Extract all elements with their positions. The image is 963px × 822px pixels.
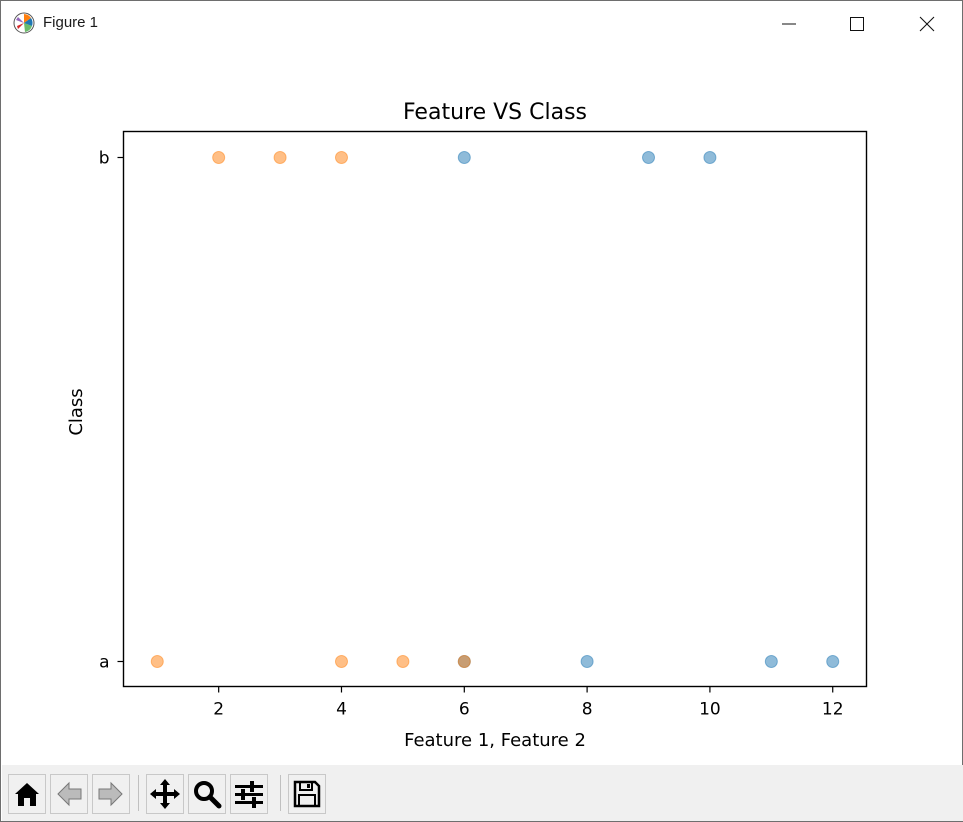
home-icon (15, 783, 39, 806)
x-tick-label: 8 (582, 700, 593, 720)
arrow-right-icon (98, 781, 123, 807)
floppy-disk-icon (293, 780, 321, 808)
configure-subplots-button[interactable] (230, 774, 268, 814)
data-point (457, 151, 471, 164)
data-point (580, 655, 594, 668)
data-point (334, 655, 348, 668)
data-point (826, 655, 840, 668)
window-title: Figure 1 (43, 14, 99, 31)
toolbar-separator (280, 775, 281, 811)
x-tick-label: 4 (336, 700, 347, 720)
forward-button[interactable] (92, 774, 130, 814)
minimize-icon (782, 23, 796, 24)
x-tick-label: 2 (213, 700, 224, 720)
chart-title: Feature VS Class (403, 100, 587, 125)
navigation-toolbar (2, 765, 963, 821)
maximize-button[interactable] (822, 1, 892, 46)
y-axis-label: Class (66, 388, 87, 435)
data-point (150, 655, 164, 668)
pan-button[interactable] (146, 774, 184, 814)
arrow-left-icon (57, 781, 82, 807)
x-tick-label: 12 (822, 700, 844, 720)
x-axis-label: Feature 1, Feature 2 (404, 730, 586, 751)
close-icon (919, 16, 935, 31)
data-point (764, 655, 778, 668)
close-button[interactable] (892, 1, 962, 46)
zoom-button[interactable] (188, 774, 226, 814)
move-icon (150, 779, 180, 809)
sliders-icon (235, 781, 263, 808)
back-button[interactable] (50, 774, 88, 814)
plot-area (122, 130, 868, 688)
minimize-button[interactable] (754, 1, 824, 46)
y-tick-label: a (99, 653, 109, 673)
save-button[interactable] (288, 774, 326, 814)
data-point (273, 151, 287, 164)
matplotlib-logo-icon (13, 12, 35, 34)
data-point (212, 151, 226, 164)
maximize-icon (850, 16, 864, 31)
y-axis: ab (99, 149, 124, 673)
y-tick-label: b (99, 149, 110, 169)
home-button[interactable] (8, 774, 46, 814)
magnifier-icon (194, 781, 222, 809)
data-point (457, 655, 471, 668)
toolbar-separator (138, 775, 139, 811)
x-tick-label: 10 (699, 700, 721, 720)
title-bar[interactable]: Figure 1 (1, 1, 962, 46)
data-point (334, 151, 348, 164)
scatter-points (150, 151, 840, 668)
data-point (642, 151, 656, 164)
figure-canvas[interactable]: Feature VS Class 2 4 6 8 10 12 ab Feature 1, … (2, 46, 963, 765)
x-axis: 2 4 6 8 10 12 (213, 686, 844, 720)
x-tick-label: 6 (459, 700, 470, 720)
data-point (396, 655, 410, 668)
data-point (703, 151, 717, 164)
